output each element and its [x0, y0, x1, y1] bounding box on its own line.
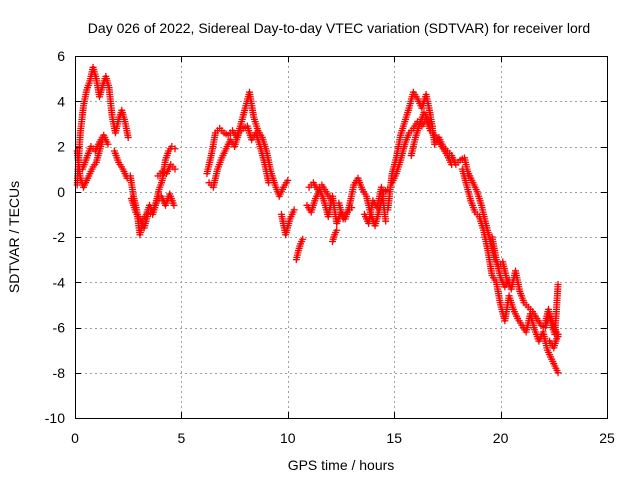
- y-tick-label: 2: [57, 139, 65, 155]
- data-point: [284, 176, 292, 184]
- data-point: [348, 204, 356, 212]
- data-point: [448, 161, 456, 169]
- y-tick-label: -8: [53, 365, 66, 381]
- x-tick-label: 25: [599, 430, 615, 446]
- y-axis-ticks: -10 -8 -6 -4 -2 0 2 4 6: [45, 48, 607, 426]
- y-tick-label: -4: [53, 274, 66, 290]
- data-point: [326, 195, 334, 203]
- data-point: [554, 369, 562, 377]
- y-tick-label: -2: [53, 229, 66, 245]
- data-point: [333, 226, 341, 234]
- data-point: [505, 276, 513, 284]
- data-point: [554, 281, 562, 289]
- y-tick-label: -10: [45, 410, 65, 426]
- x-tick-label: 15: [386, 430, 402, 446]
- chart-title: Day 026 of 2022, Sidereal Day-to-day VTE…: [88, 20, 590, 36]
- data-point: [171, 165, 179, 173]
- x-tick-label: 10: [280, 430, 296, 446]
- x-tick-label: 5: [178, 430, 186, 446]
- data-point: [554, 330, 562, 338]
- x-axis-label: GPS time / hours: [288, 457, 395, 473]
- data-point: [290, 206, 298, 214]
- y-tick-label: 6: [57, 48, 65, 64]
- data-point: [170, 201, 178, 209]
- x-tick-label: 20: [493, 430, 509, 446]
- x-axis-ticks: 0 5 10 15 20 25: [71, 56, 615, 446]
- data-point: [104, 140, 112, 148]
- data-point: [299, 235, 307, 243]
- y-axis-label: SDTVAR / TECUs: [6, 181, 22, 293]
- data-point: [171, 145, 179, 153]
- y-tick-label: -6: [53, 320, 66, 336]
- data-point: [124, 133, 132, 141]
- y-tick-label: 0: [57, 184, 65, 200]
- x-tick-label: 0: [71, 430, 79, 446]
- data-point: [265, 179, 273, 187]
- data-series-sdtvar: [73, 63, 562, 377]
- data-point: [382, 217, 390, 225]
- grid-lines: [75, 56, 607, 418]
- data-point: [429, 122, 437, 130]
- y-tick-label: 4: [57, 93, 65, 109]
